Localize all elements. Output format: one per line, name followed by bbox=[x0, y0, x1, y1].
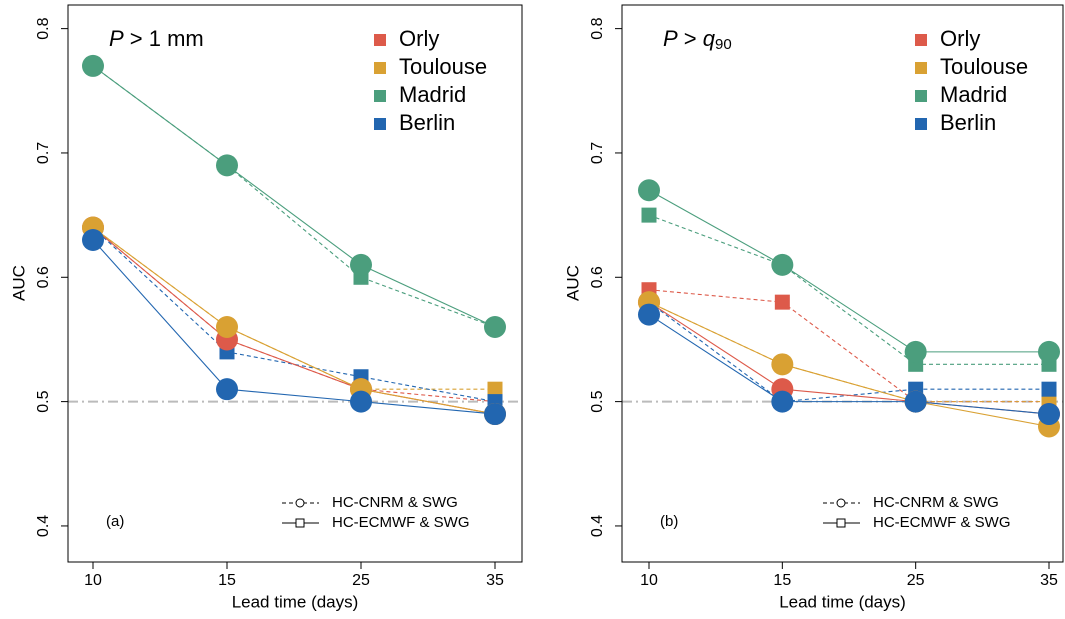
y-tick-label: 0.8 bbox=[589, 17, 606, 39]
marker-circle bbox=[771, 353, 794, 376]
x-tick-label: 25 bbox=[352, 572, 370, 589]
y-tick-label: 0.4 bbox=[35, 515, 52, 537]
x-tick-label: 15 bbox=[218, 572, 236, 589]
legend-symbol bbox=[295, 498, 305, 508]
legend-label: Orly bbox=[940, 26, 980, 51]
y-axis-label: AUC bbox=[9, 265, 28, 301]
marker-circle bbox=[216, 316, 238, 339]
annotation-part: P bbox=[663, 26, 678, 51]
legend-label: Toulouse bbox=[940, 54, 1028, 79]
y-tick-label: 0.5 bbox=[35, 390, 52, 412]
x-tick-label: 10 bbox=[84, 572, 102, 589]
annotation-part: P bbox=[109, 26, 124, 51]
marker-square bbox=[774, 294, 790, 310]
x-axis-label: Lead time (days) bbox=[232, 592, 359, 611]
series-line bbox=[648, 289, 1049, 403]
legend-label: HC-ECMWF & SWG bbox=[873, 514, 1010, 531]
y-tick-label: 0.5 bbox=[589, 390, 606, 412]
marker-circle bbox=[771, 390, 794, 413]
series-line bbox=[92, 227, 496, 403]
legend-symbol bbox=[836, 498, 846, 508]
x-axis-label: Lead time (days) bbox=[779, 592, 906, 611]
series-line bbox=[92, 65, 496, 328]
annotation: P > 1 mm bbox=[109, 26, 204, 51]
panel-label: (b) bbox=[660, 513, 678, 530]
y-axis-label: AUC bbox=[563, 265, 582, 301]
marker-square bbox=[1041, 381, 1057, 397]
marker-circle bbox=[484, 403, 506, 426]
legend-swatch bbox=[915, 118, 927, 130]
legend-symbol bbox=[295, 518, 305, 528]
legend-swatch bbox=[915, 90, 927, 102]
annotation-part: 90 bbox=[715, 36, 732, 53]
marker-circle bbox=[82, 54, 104, 77]
x-tick-label: 25 bbox=[907, 572, 925, 589]
marker-square bbox=[487, 381, 503, 397]
legend-label: HC-ECMWF & SWG bbox=[332, 514, 469, 531]
x-tick-label: 35 bbox=[486, 572, 504, 589]
legend-swatch bbox=[915, 62, 927, 74]
y-tick-label: 0.7 bbox=[589, 142, 606, 164]
series-line bbox=[92, 65, 496, 328]
marker-circle bbox=[904, 390, 927, 413]
marker-circle bbox=[350, 390, 372, 413]
annotation-part: > 1 mm bbox=[124, 26, 204, 51]
marker-circle bbox=[771, 253, 794, 276]
marker-circle bbox=[904, 340, 927, 363]
legend-swatch bbox=[374, 90, 386, 102]
marker-circle bbox=[638, 303, 660, 326]
legend-label: HC-CNRM & SWG bbox=[332, 494, 458, 511]
y-tick-label: 0.7 bbox=[35, 142, 52, 164]
marker-circle bbox=[82, 228, 104, 251]
legend-swatch bbox=[915, 34, 927, 46]
legend-swatch bbox=[374, 118, 386, 130]
series-line bbox=[92, 239, 496, 415]
series-line bbox=[648, 214, 1049, 365]
legend-symbol bbox=[836, 518, 846, 528]
legend-label: HC-CNRM & SWG bbox=[873, 494, 999, 511]
series-line bbox=[648, 314, 1050, 415]
y-tick-label: 0.6 bbox=[35, 266, 52, 288]
series-line bbox=[92, 227, 496, 415]
legend-label: Toulouse bbox=[399, 54, 487, 79]
panel-label: (a) bbox=[106, 513, 124, 530]
series-line bbox=[648, 301, 1050, 415]
series-line bbox=[92, 227, 496, 403]
marker-circle bbox=[638, 179, 660, 202]
y-tick-label: 0.8 bbox=[35, 17, 52, 39]
x-tick-label: 10 bbox=[640, 572, 658, 589]
marker-circle bbox=[350, 253, 372, 276]
annotation: P > q90 bbox=[663, 26, 732, 53]
y-tick-label: 0.4 bbox=[589, 515, 606, 537]
legend-swatch bbox=[374, 62, 386, 74]
x-tick-label: 15 bbox=[773, 572, 791, 589]
series-line bbox=[648, 301, 1050, 428]
series-line bbox=[92, 227, 495, 390]
marker-square bbox=[641, 207, 657, 223]
x-tick-label: 35 bbox=[1040, 572, 1058, 589]
legend-label: Orly bbox=[399, 26, 439, 51]
annotation-part: q bbox=[703, 26, 716, 51]
marker-circle bbox=[216, 154, 238, 177]
marker-circle bbox=[216, 378, 238, 401]
marker-circle bbox=[1038, 340, 1060, 363]
series-line bbox=[648, 189, 1049, 353]
legend-swatch bbox=[374, 34, 386, 46]
marker-circle bbox=[1038, 403, 1060, 426]
legend-label: Berlin bbox=[940, 110, 996, 135]
marker-circle bbox=[484, 316, 506, 339]
legend-label: Madrid bbox=[399, 82, 466, 107]
plot-frame bbox=[621, 4, 1064, 563]
plot-frame bbox=[67, 4, 523, 563]
annotation-part: > bbox=[678, 26, 703, 51]
y-tick-label: 0.6 bbox=[589, 266, 606, 288]
legend-label: Berlin bbox=[399, 110, 455, 135]
series-line bbox=[92, 227, 496, 415]
legend-label: Madrid bbox=[940, 82, 1007, 107]
